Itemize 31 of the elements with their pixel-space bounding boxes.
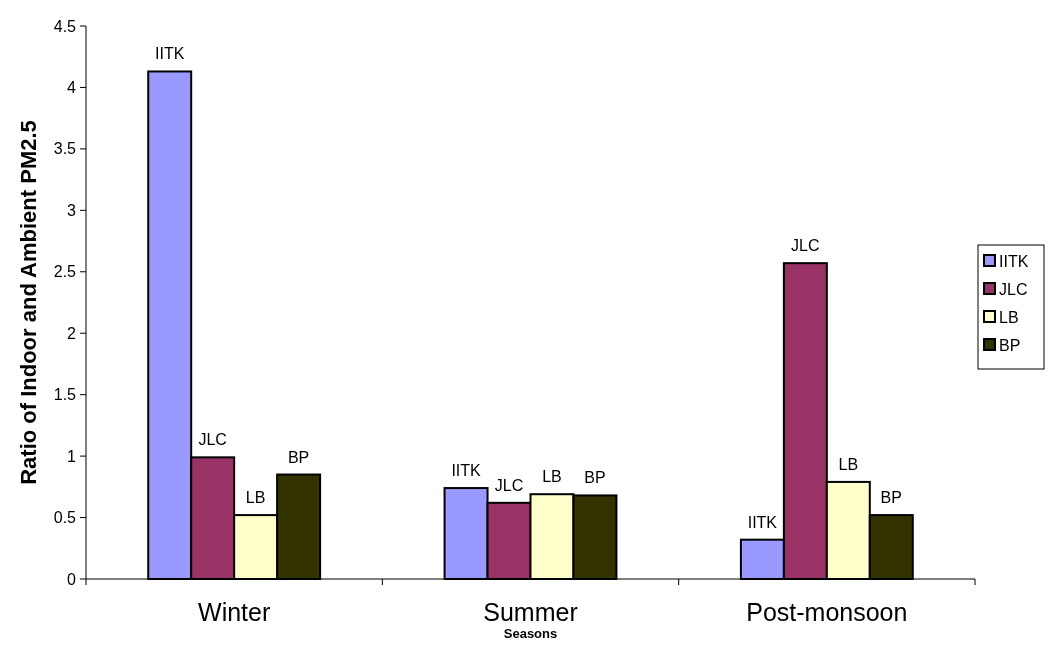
x-tick-label: Post-monsoon — [746, 598, 908, 626]
data-label: IITK — [155, 45, 185, 63]
data-label: BP — [584, 469, 606, 487]
data-label: BP — [287, 448, 310, 466]
y-tick-label: 3.5 — [53, 140, 77, 158]
data-label: JLC — [791, 237, 820, 255]
x-axis-title: Seasons — [503, 626, 558, 641]
legend-label: IITK — [999, 252, 1029, 270]
data-label: LB — [838, 455, 859, 473]
data-label: BP — [880, 489, 902, 507]
y-tick-label: 3 — [67, 201, 77, 219]
data-label: LB — [542, 468, 562, 486]
y-tick-label: 2.5 — [53, 263, 77, 281]
y-tick-label: 1.5 — [53, 386, 77, 404]
data-label: JLC — [198, 431, 227, 449]
data-label: JLC — [494, 476, 524, 494]
y-tick-label: 4 — [67, 79, 77, 97]
y-tick-label: 4.5 — [53, 17, 77, 35]
legend-label: LB — [999, 308, 1019, 326]
y-tick-label: 1 — [67, 447, 77, 465]
y-tick-label: 2 — [67, 324, 77, 342]
y-tick-label: 0.5 — [53, 509, 77, 527]
data-label: IITK — [747, 513, 778, 531]
x-tick-label: Summer — [483, 598, 578, 626]
legend-label: JLC — [999, 280, 1028, 298]
y-tick-label: 0 — [67, 570, 77, 588]
data-label: IITK — [451, 462, 482, 480]
x-tick-label: Winter — [198, 598, 271, 626]
legend-label: BP — [999, 336, 1021, 354]
data-label: LB — [245, 489, 266, 507]
y-axis-title: Ratio of Indoor and Ambient PM2.5 — [15, 120, 41, 485]
